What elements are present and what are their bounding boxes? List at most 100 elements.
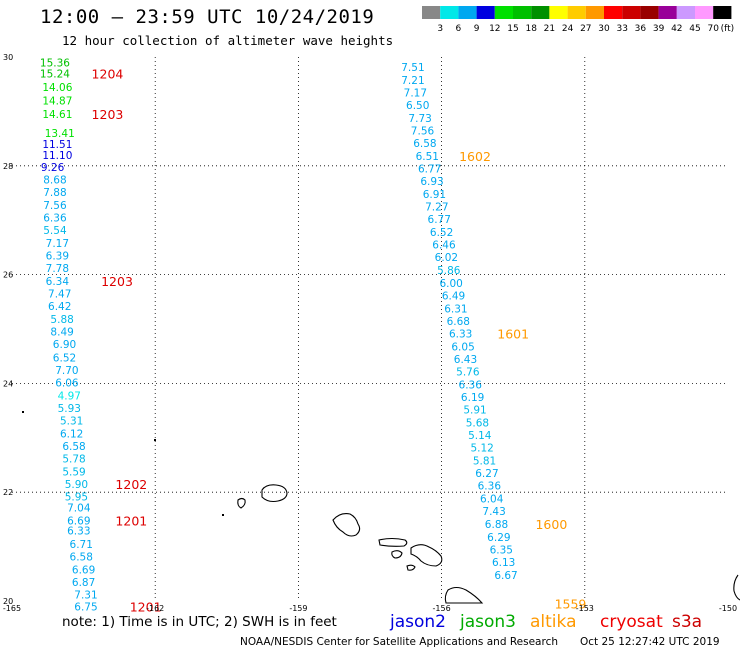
mission-legend: jason2 jason3 altika cryosat s3a — [389, 612, 702, 632]
scale-swatch — [567, 6, 586, 19]
wave-height-value: 14.87 — [42, 96, 72, 108]
axis-ticks: -165 -162 -159 -156 -153 -150 20 22 24 26 28 30 — [3, 53, 737, 613]
wave-height-value: 6.88 — [485, 519, 508, 531]
wave-height-value: 6.36 — [478, 481, 502, 493]
wave-height-value: 9.26 — [41, 162, 65, 174]
wave-height-value: 5.93 — [58, 403, 81, 415]
scale-swatch — [476, 6, 495, 19]
wave-height-value: 6.46 — [432, 240, 456, 252]
y-tick-label: 24 — [3, 379, 13, 388]
island-kauai — [261, 484, 288, 503]
wave-height-value: 6.69 — [67, 515, 90, 527]
page-title: 12:00 – 23:59 UTC 10/24/2019 — [40, 6, 375, 28]
wave-height-value: 6.75 — [74, 601, 97, 613]
wave-height-value: 5.76 — [456, 366, 480, 378]
scale-unit: (ft) — [721, 24, 735, 34]
scale-label: 42 — [671, 24, 682, 34]
wave-height-value: 5.86 — [437, 265, 461, 277]
wave-height-value: 6.27 — [475, 468, 498, 480]
wave-height-value: 5.91 — [463, 405, 486, 417]
wave-height-value: 7.27 — [425, 202, 448, 214]
time-label: 1203 — [92, 107, 124, 122]
wave-height-value: 15.36 — [40, 57, 70, 69]
time-label: 1202 — [115, 477, 147, 492]
wave-height-value: 6.29 — [487, 532, 510, 544]
wave-height-value: 7.43 — [482, 506, 505, 518]
islet — [22, 411, 24, 413]
wave-height-value: 6.00 — [439, 278, 462, 290]
wave-height-value: 13.41 — [45, 128, 75, 140]
time-label: 1204 — [92, 66, 124, 81]
scale-swatch — [713, 6, 732, 19]
time-labels: 1204 1203 1203 1202 1201 1201 1602 1601 1600 1559 — [92, 66, 587, 614]
scale-label: 21 — [544, 24, 555, 34]
wave-height-value: 7.17 — [404, 87, 427, 99]
wave-height-value: 5.54 — [43, 225, 67, 237]
wave-height-value: 6.36 — [459, 379, 483, 391]
wave-height-value: 6.52 — [430, 227, 453, 239]
scale-label: 3 — [437, 24, 443, 34]
wave-height-value: 6.49 — [442, 290, 465, 302]
x-tick-label: -150 — [719, 604, 737, 613]
mission-s3a: s3a — [672, 612, 702, 632]
mission-altika: altika — [530, 612, 577, 632]
wave-height-value: 6.51 — [416, 151, 439, 163]
wave-height-value: 5.68 — [466, 418, 489, 430]
map-grid — [12, 57, 728, 601]
y-tick-label: 26 — [3, 271, 13, 280]
time-label: 1203 — [101, 274, 133, 289]
scale-swatch — [585, 6, 604, 19]
island-maui — [410, 544, 443, 567]
small-islets — [22, 411, 224, 516]
scale-swatch — [622, 6, 641, 19]
timestamp-text: Oct 25 12:27:42 UTC 2019 — [580, 636, 720, 648]
wave-height-value: 6.43 — [454, 354, 477, 366]
wave-height-value: 5.31 — [60, 415, 83, 427]
y-tick-label: 22 — [3, 488, 13, 497]
scale-swatch — [695, 6, 714, 19]
scale-swatch — [458, 6, 477, 19]
wave-height-value: 6.69 — [72, 564, 95, 576]
wave-height-value: 6.35 — [490, 544, 513, 556]
scale-swatch — [658, 6, 677, 19]
x-tick-label: -162 — [146, 604, 164, 613]
wave-height-value: 6.71 — [70, 539, 93, 551]
wave-height-value: 6.12 — [60, 428, 83, 440]
scale-swatch — [422, 6, 441, 19]
time-label: 1201 — [115, 513, 147, 528]
mission-cryosat: cryosat — [600, 612, 663, 632]
scale-label: 70 — [707, 24, 719, 34]
hawaii-islands — [237, 484, 740, 604]
y-tick-label: 28 — [3, 162, 13, 171]
scale-label: 36 — [635, 24, 647, 34]
wave-height-value: 8.68 — [43, 174, 66, 186]
wave-height-value: 5.12 — [470, 443, 493, 455]
y-tick-label: 20 — [3, 597, 13, 606]
wave-height-value: 6.34 — [46, 276, 70, 288]
wave-height-value: 14.06 — [42, 82, 72, 94]
wave-height-value: 6.50 — [406, 100, 429, 112]
color-scale: 3 6 9 12 15 18 21 24 27 30 33 36 39 42 45 70 (ft) — [422, 6, 734, 34]
wave-height-value: 6.93 — [420, 176, 443, 188]
x-tick-label: -156 — [433, 604, 451, 613]
scale-swatch — [676, 6, 695, 19]
wave-height-value: 7.47 — [48, 289, 71, 301]
wave-height-value: 6.31 — [444, 303, 467, 315]
island-kahoolawe — [406, 564, 416, 571]
wave-height-value: 6.06 — [55, 377, 79, 389]
island-molokai — [378, 537, 408, 547]
wave-height-value: 7.04 — [67, 502, 91, 514]
wave-height-value: 6.87 — [72, 577, 95, 589]
scale-swatch — [549, 6, 568, 19]
wave-height-value: 8.49 — [50, 327, 73, 339]
mission-jason3: jason3 — [459, 612, 516, 632]
wave-height-value: 6.67 — [494, 570, 517, 582]
wave-height-value: 7.78 — [46, 263, 69, 275]
wave-height-value: 15.24 — [40, 68, 70, 80]
island-niihau — [237, 497, 246, 509]
wave-height-value: 6.39 — [46, 251, 69, 263]
wave-height-value: 6.05 — [451, 341, 474, 353]
wave-height-value: 7.88 — [43, 187, 66, 199]
scale-swatch — [640, 6, 659, 19]
